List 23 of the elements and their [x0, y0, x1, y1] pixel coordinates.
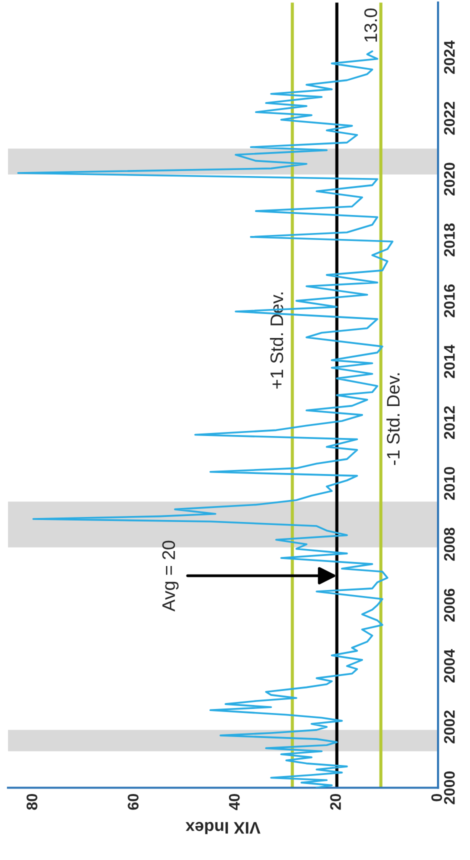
y-tick-label: 2010 [444, 467, 455, 500]
x-axis-title: VIX Index [186, 822, 260, 834]
y-tick-label: 2006 [444, 588, 455, 622]
y-tick-label: 2020 [444, 162, 455, 196]
x-tick-label: 40 [228, 794, 240, 810]
y-tick-label: 2002 [444, 710, 455, 744]
x-tick-label: 60 [128, 794, 139, 810]
x-tick-label: 20 [330, 794, 341, 810]
annotation: 13.0 [364, 8, 378, 42]
ref-line-label: -1 Std. Dev. [386, 373, 400, 465]
y-tick-label: 2012 [444, 406, 455, 440]
ref-line-label: Avg = 20 [162, 540, 179, 612]
ref-line-label: +1 Std. Dev. [270, 292, 284, 389]
y-tick-label: 2022 [444, 102, 455, 135]
y-tick-label: 2018 [444, 223, 455, 256]
y-tick-label: 2004 [444, 649, 455, 682]
y-tick-label: 2008 [444, 528, 455, 561]
y-tick-label: 2000 [444, 771, 455, 804]
y-tick-label: 2016 [444, 284, 455, 318]
x-tick-label: 80 [26, 794, 38, 810]
y-tick-label: 2014 [444, 344, 455, 378]
x-tick-label: 0 [431, 794, 442, 802]
y-tick-label: 2024 [444, 40, 455, 74]
